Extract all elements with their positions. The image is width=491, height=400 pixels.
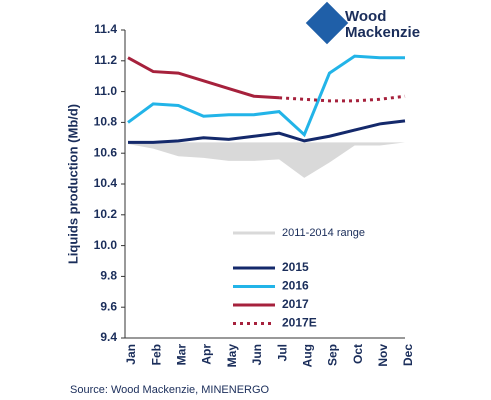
x-tick-label: Jan (124, 344, 138, 365)
line (127, 54, 405, 138)
y-tick-label: 10.6 (94, 145, 118, 159)
y-tick-label: 11.0 (94, 84, 117, 98)
legend-label: 2017E (282, 316, 317, 330)
legend-label: 2011-2014 range (282, 227, 365, 239)
source: Source: Wood Mackenzie, MINENERGO (70, 384, 270, 396)
x-tick-label: Jun (250, 344, 264, 365)
x-tick-label: Apr (200, 344, 214, 365)
x-tick-label: Oct (351, 344, 365, 364)
line (278, 94, 406, 103)
y-tick-label: 10.8 (94, 115, 118, 129)
y-tick-label: 10.0 (94, 238, 118, 252)
x-tick-label: Aug (300, 344, 314, 367)
y-tick-label: 9.8 (100, 269, 117, 283)
x-tick-label: Nov (376, 344, 390, 367)
x-tick-label: Sep (326, 344, 340, 366)
range-area (128, 142, 405, 178)
x-tick-label: Mar (175, 344, 189, 366)
line (127, 56, 280, 100)
x-tick-label: Feb (149, 344, 163, 365)
y-tick-label: 11.4 (94, 22, 117, 36)
legend-label: 2017 (282, 297, 309, 311)
logo-icon (305, 1, 349, 45)
y-axis-label: Liquids production (Mb/d) (65, 104, 80, 264)
y-tick-label: 10.4 (94, 176, 118, 190)
logo-text: Wood (345, 8, 386, 25)
x-tick-label: May (225, 344, 239, 368)
x-tick-label: Dec (401, 344, 415, 366)
line (128, 119, 406, 144)
legend-label: 2016 (282, 279, 309, 293)
logo-text: Mackenzie (345, 24, 420, 41)
y-tick-label: 11.2 (94, 53, 117, 67)
y-tick-label: 9.6 (100, 299, 117, 313)
legend-label: 2015 (282, 260, 309, 274)
y-tick-label: 9.4 (100, 330, 117, 344)
x-tick-label: Jul (275, 344, 289, 361)
y-tick-label: 10.2 (94, 207, 118, 221)
